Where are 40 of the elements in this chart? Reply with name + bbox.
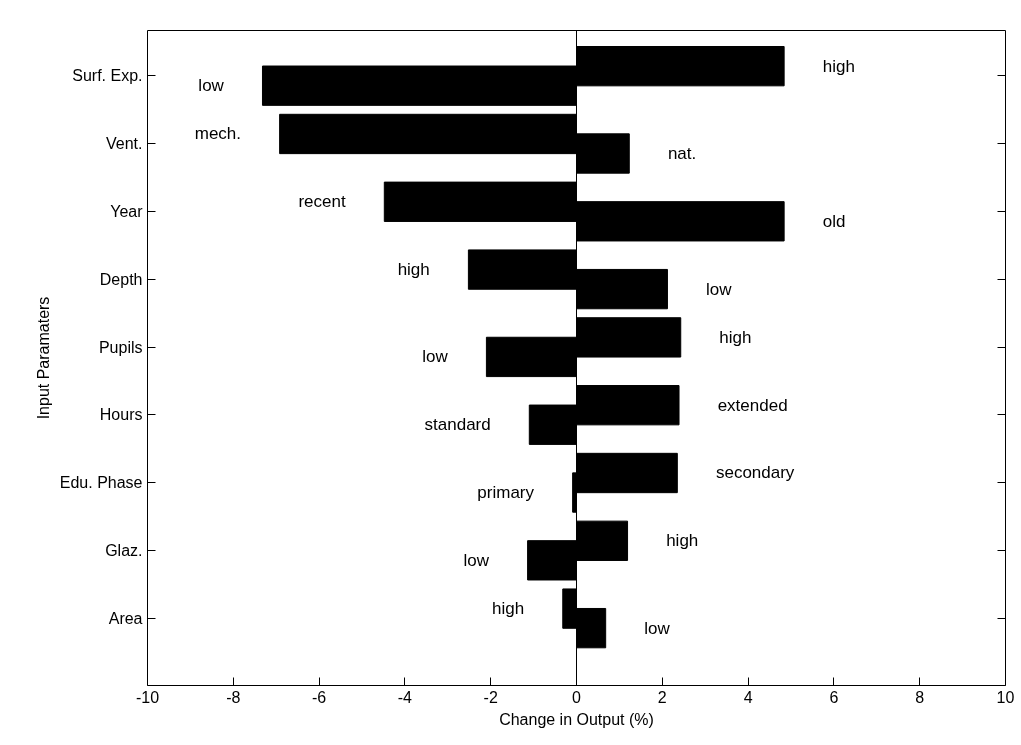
y-tick-label: Vent.	[106, 135, 143, 153]
y-tick-label: Edu. Phase	[59, 474, 143, 492]
data-label: nat.	[667, 144, 697, 163]
x-tick-label: -4	[397, 688, 413, 706]
y-tick-label: Surf. Exp.	[72, 67, 143, 85]
y-tick-label: Depth	[99, 270, 143, 288]
x-tick-label: -10	[135, 688, 160, 706]
x-tick-label: 6	[829, 688, 839, 706]
data-label: high	[719, 327, 752, 347]
data-label: low	[706, 279, 733, 299]
x-axis-title: Change in Output (%)	[499, 710, 654, 728]
data-label: low	[422, 347, 449, 367]
x-tick-label: 8	[915, 688, 925, 706]
x-tick-label: -8	[226, 688, 241, 706]
data-label: low	[463, 550, 490, 570]
data-label: extended	[717, 395, 788, 415]
x-tick-label: 4	[743, 688, 753, 706]
y-tick-label: Glaz.	[105, 542, 143, 560]
x-tick-label: 2	[657, 688, 667, 706]
data-label: high	[397, 260, 430, 280]
data-label: mech.	[194, 124, 242, 144]
y-axis-title: Input Paramaters	[34, 296, 52, 420]
y-tick-label: Area	[108, 609, 143, 627]
data-label: recent	[298, 192, 346, 212]
x-tick-label: 0	[572, 688, 582, 706]
data-label: low	[644, 618, 671, 638]
x-tick-label: 10	[996, 688, 1015, 706]
data-label: standard	[424, 415, 491, 435]
data-label: secondary	[715, 463, 795, 483]
y-tick-label: Hours	[99, 406, 143, 424]
y-tick-label: Year	[110, 203, 144, 221]
x-tick-label: -6	[311, 688, 327, 706]
y-tick-label: Pupils	[98, 338, 143, 356]
data-label: high	[666, 531, 699, 551]
data-label: high	[492, 599, 525, 619]
data-label: high	[822, 56, 855, 76]
data-label: old	[822, 211, 846, 231]
x-tick-label: -2	[483, 688, 498, 706]
data-label: primary	[477, 483, 535, 503]
data-label: low	[198, 76, 225, 96]
